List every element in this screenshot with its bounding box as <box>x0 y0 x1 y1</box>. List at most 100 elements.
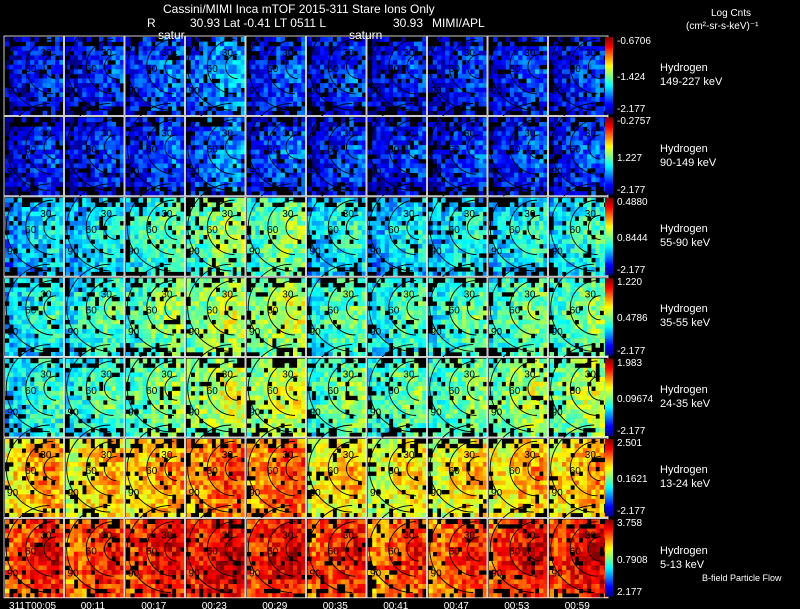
contour-arc <box>345 456 359 482</box>
panel-frame <box>427 437 488 518</box>
panel-r3-c1 <box>65 278 125 357</box>
contour-label-60: 60 <box>207 466 219 477</box>
contour-arc <box>388 280 417 336</box>
contour-label-30: 30 <box>222 450 234 461</box>
panel-frame <box>487 437 548 518</box>
contour-arc <box>429 183 474 272</box>
panel-r4-c0 <box>5 358 64 438</box>
contour-arc <box>587 54 601 80</box>
contour-arc <box>509 199 538 256</box>
panel-frame <box>3 35 64 116</box>
panel-frame <box>366 357 427 438</box>
contour-arc <box>489 263 534 352</box>
contour-label-90: 90 <box>68 86 80 97</box>
contour-label-30: 30 <box>40 129 52 140</box>
contour-arc <box>267 38 296 95</box>
contour-arc <box>448 360 477 416</box>
contour-arc <box>224 214 238 240</box>
contour-label-60: 60 <box>449 466 461 477</box>
contour-label-60: 60 <box>388 145 400 156</box>
colorbar-min-1: -2.177 <box>617 184 646 196</box>
contour-label-30: 30 <box>282 289 294 300</box>
contour-label-60: 60 <box>207 145 219 156</box>
panel-frame <box>427 196 488 277</box>
contour-arc <box>466 214 480 240</box>
contour-arc <box>206 199 235 256</box>
panel-frame <box>245 276 306 358</box>
channel-energy-3: 35-55 keV <box>660 317 711 330</box>
time-label-7: 00:47 <box>443 600 469 609</box>
contour-label-60: 60 <box>86 466 98 477</box>
contour-label-60: 60 <box>570 466 582 477</box>
contour-arc <box>126 22 171 111</box>
contour-arc <box>66 183 111 272</box>
contour-arc <box>368 183 413 272</box>
panel-frame <box>306 196 367 277</box>
contour-label-30: 30 <box>161 450 173 461</box>
contour-arc <box>224 375 238 401</box>
contour-arc <box>327 521 356 577</box>
contour-label-90: 90 <box>128 247 140 258</box>
contour-label-60: 60 <box>509 386 521 397</box>
colorbar-6 <box>605 519 613 597</box>
contour-label-30: 30 <box>403 450 415 461</box>
time-label-2: 00:17 <box>141 600 167 609</box>
contour-arc <box>308 102 353 191</box>
panel-frame <box>185 437 246 518</box>
contour-arc <box>25 440 54 497</box>
contour-label-60: 60 <box>570 145 582 156</box>
panel-r5-c1 <box>65 439 125 518</box>
contour-arc <box>164 456 178 482</box>
contour-label-30: 30 <box>464 129 476 140</box>
contour-label-90: 90 <box>7 86 19 97</box>
contour-arc <box>489 504 534 593</box>
contour-arc <box>509 440 538 497</box>
contour-label-60: 60 <box>388 466 400 477</box>
channel-species-5: Hydrogen <box>660 464 708 477</box>
channel-energy-2: 55-90 keV <box>660 237 711 249</box>
contour-label-90: 90 <box>552 247 564 258</box>
contour-label-30: 30 <box>101 129 113 140</box>
panel-r0-c6 <box>368 37 427 116</box>
contour-label-30: 30 <box>40 289 52 300</box>
contour-arc <box>43 214 57 240</box>
contour-label-90: 90 <box>249 247 261 258</box>
panel-r0-c7 <box>428 37 488 116</box>
contour-arc <box>368 424 413 513</box>
colorbar-min-5: -2.177 <box>617 506 646 518</box>
panel-frame <box>306 518 367 599</box>
contour-arc <box>527 54 541 80</box>
panel-frame <box>306 357 367 438</box>
contour-arc <box>5 22 50 111</box>
contour-arc <box>285 54 299 80</box>
contour-label-90: 90 <box>370 166 382 177</box>
panel-frame <box>3 116 64 197</box>
contour-label-90: 90 <box>7 327 19 338</box>
contour-label-30: 30 <box>524 370 536 381</box>
panel-frame <box>185 196 246 277</box>
contour-label-60: 60 <box>509 225 521 236</box>
figure-title: Cassini/MIMI Inca mTOF 2015-311 Stare Io… <box>163 2 435 16</box>
contour-arc <box>25 199 54 256</box>
contour-label-30: 30 <box>282 129 294 140</box>
channel-species-2: Hydrogen <box>660 223 708 235</box>
contour-label-90: 90 <box>7 247 19 258</box>
contour-arc <box>550 263 595 352</box>
panel-r2-c5 <box>307 197 367 277</box>
contour-label-30: 30 <box>343 531 355 542</box>
panel-r6-c2 <box>126 519 185 599</box>
contour-label-90: 90 <box>552 568 564 579</box>
contour-arc <box>146 280 175 336</box>
contour-label-90: 90 <box>310 166 322 177</box>
contour-arc <box>388 199 417 256</box>
contour-label-60: 60 <box>328 547 340 558</box>
contour-arc <box>308 263 353 352</box>
contour-arc <box>126 424 171 513</box>
contour-label-90: 90 <box>552 327 564 338</box>
panel-r1-c9 <box>549 117 609 197</box>
contour-label-90: 90 <box>189 407 201 418</box>
contour-label-90: 90 <box>7 407 19 418</box>
contour-label-90: 90 <box>189 166 201 177</box>
contour-arc <box>187 424 232 513</box>
colorbar-0 <box>605 37 613 115</box>
